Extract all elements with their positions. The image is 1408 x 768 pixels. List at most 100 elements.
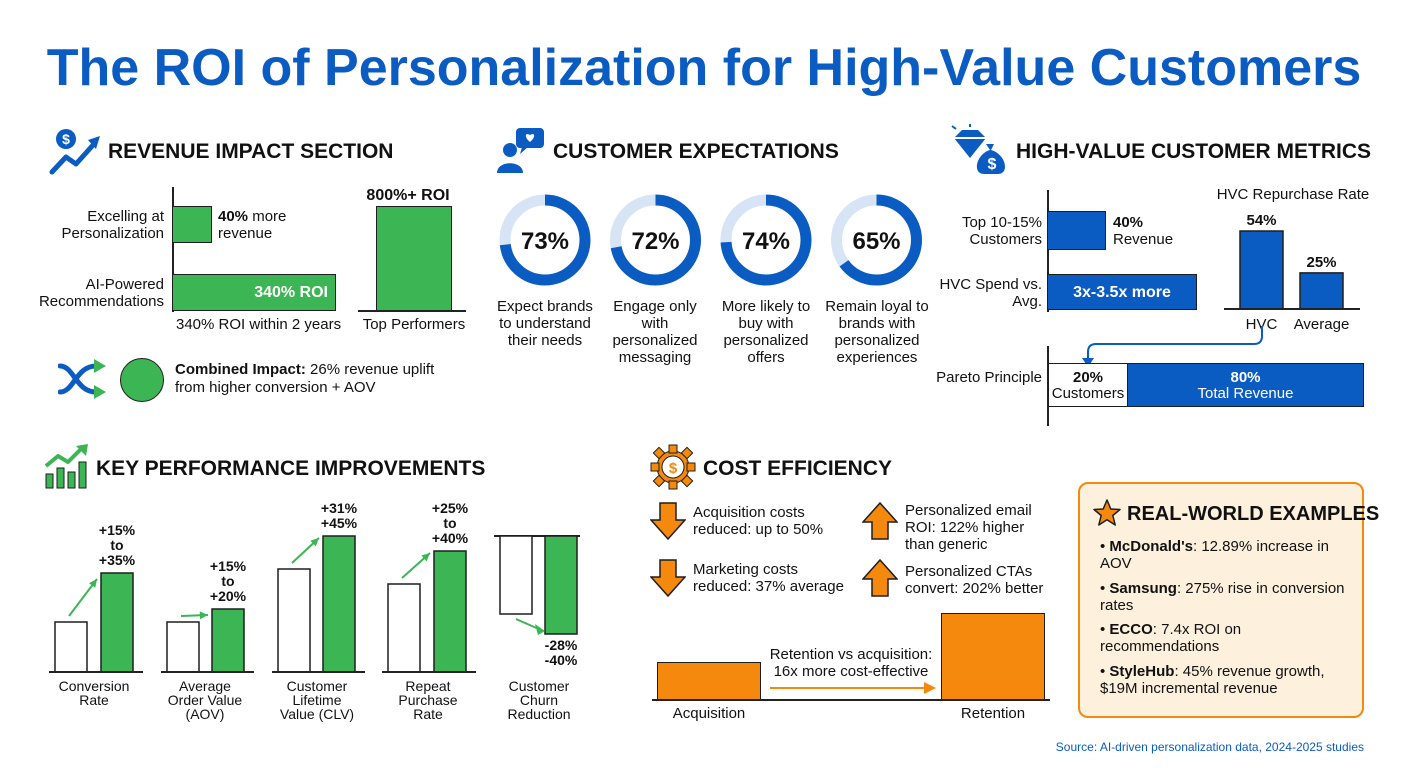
kpi-before-bar (277, 568, 311, 673)
pareto-revenue-text: 80% Total Revenue (1197, 369, 1294, 402)
kpi-change-label: +25% (432, 500, 469, 516)
cost-item-4: Personalized CTAs convert: 202% better (905, 563, 1044, 597)
kpi-change-label: -40% (545, 652, 578, 668)
hvc-axis (1047, 190, 1049, 312)
cost-baseline (652, 699, 1050, 701)
donut-value: 72% (631, 228, 679, 255)
pareto-connector-arrow (1082, 326, 1263, 367)
cost-item-2: Marketing costs reduced: 37% average (693, 561, 844, 595)
kpi-category-label: Customer Lifetime Value (CLV) (280, 678, 354, 722)
revenue-row2-label: AI-Powered Recommendations (38, 276, 164, 310)
expectations-heading: CUSTOMER EXPECTATIONS (553, 140, 839, 163)
kpi-change-label: +15% (99, 522, 136, 538)
hvc-row2-bar (1047, 274, 1197, 310)
kpi-before-bar (166, 621, 200, 673)
kpi-category-label: Conversion Rate (59, 678, 130, 708)
retention-note: Retention vs acquisition: 16x more cost-… (769, 646, 933, 680)
example-item: • Samsung: 275% rise in conversion rates (1100, 580, 1345, 614)
revenue-row1-bar (172, 206, 212, 243)
page-title: The ROI of Personalization for High-Valu… (46, 39, 1362, 97)
kpi-chart: +15%to+35% +15%to+20%+31%+45%+25%to+40%-2… (49, 500, 580, 722)
up-arrow-icon (862, 502, 898, 540)
kpi-change-label: +20% (210, 588, 247, 604)
retention-bar (941, 613, 1045, 700)
expectations-donuts: 73% 72% 74% 65% (486, 190, 936, 380)
kpi-before-bar (54, 621, 88, 673)
kpi-growth-arrowhead (535, 624, 545, 635)
donut-value: 65% (852, 228, 900, 255)
kpi-growth-arrowhead (310, 538, 319, 547)
revenue-row1-label: Excelling at Personalization (61, 208, 164, 242)
hvc-repurchase-chart: 54% HVC 25% Average (1224, 212, 1360, 333)
kpi-before-bar (499, 535, 533, 615)
top-performers-caption: Top Performers (362, 316, 466, 333)
expectation-text-4: Remain loyal to brands with personalized… (825, 298, 929, 366)
expectation-text-2: Engage only with personalized messaging (612, 298, 698, 366)
kpi-before-bar (387, 583, 421, 673)
example-item: • StyleHub: 45% revenue growth, $19M inc… (1100, 663, 1325, 697)
kpi-change-label: +15% (210, 558, 247, 574)
kpi-change-label: to (221, 573, 234, 589)
examples-panel (1078, 482, 1364, 718)
svg-text:$: $ (988, 156, 997, 173)
examples-heading: REAL-WORLD EXAMPLES (1127, 503, 1380, 525)
down-arrow-icon (650, 559, 686, 597)
source-note: Source: AI-driven personalization data, … (1055, 740, 1364, 754)
revenue-row2-bar (172, 274, 336, 311)
hvc-repurchase-title: HVC Repurchase Rate (1216, 186, 1370, 203)
revenue-row2-bar-label: 340% ROI (254, 284, 328, 301)
combined-impact-text: Combined Impact: 26% revenue uplift from… (175, 361, 435, 396)
expectation-text-1: Expect brands to understand their needs (497, 298, 593, 349)
hvc-row2-bar-label: 3x-3.5x more (1073, 284, 1171, 301)
acquisition-bar (657, 662, 761, 700)
acquisition-label: Acquisition (672, 705, 746, 722)
hvc-row1-value: 40% Revenue (1113, 214, 1174, 248)
revenue-heading: REVENUE IMPACT SECTION (108, 140, 394, 163)
expectations-donut-chart: 73% 72% 74% 65% (499, 194, 922, 286)
kpi-after-bar (544, 535, 578, 635)
donut-arc (499, 194, 591, 286)
donut-arc (720, 194, 812, 286)
pareto-customers-text: 20% Customers (1051, 369, 1125, 402)
kpi-change-label: to (110, 537, 123, 553)
donut-arc (610, 194, 701, 286)
kpi-after-bar (211, 608, 245, 673)
revenue-row1-value: 40% more revenue (218, 208, 287, 242)
repurchase-bar (1299, 272, 1344, 310)
up-arrow-icon (862, 559, 898, 597)
kpi-category-label: Average Order Value (AOV) (168, 678, 243, 722)
diamond-money-bag-icon: $ (950, 124, 1012, 176)
gear-dollar-icon: $ (650, 444, 696, 490)
star-icon (1093, 499, 1121, 526)
kpi-change-label: +35% (99, 552, 136, 568)
green-circle-icon (120, 358, 164, 402)
svg-text:$: $ (669, 460, 678, 477)
top-performers-value: 800%+ ROI (366, 187, 450, 204)
top-performers-bar (376, 206, 452, 311)
kpi-after-bar (100, 572, 134, 673)
kpi-change-label: to (443, 515, 456, 531)
down-arrow-icon (650, 502, 686, 540)
kpi-change-label: -28% (545, 637, 578, 653)
repurchase-category: HVC (1246, 316, 1278, 333)
kpi-growth-arrowhead (199, 611, 208, 620)
pareto-customers-segment (1048, 363, 1128, 407)
kpi-after-bar (322, 535, 356, 673)
person-chat-heart-icon (496, 126, 546, 176)
expectation-text-3: More likely to buy with personalized off… (721, 298, 811, 366)
bar-chart-growth-icon (42, 442, 90, 490)
repurchase-value: 25% (1306, 254, 1336, 271)
repurchase-category: Average (1294, 316, 1350, 333)
donut-arc (831, 194, 922, 286)
hvc-row1-label: Top 10-15% Customers (961, 214, 1042, 248)
kpi-after-bar (433, 550, 467, 673)
pareto-revenue-segment (1127, 363, 1364, 407)
kpi-category-label: Customer Churn Reduction (507, 678, 570, 722)
cost-item-1: Acquisition costs reduced: up to 50% (693, 504, 824, 538)
revenue-axis-caption: 340% ROI within 2 years (176, 316, 342, 333)
kpi-category-label: Repeat Purchase Rate (398, 678, 457, 722)
hvc-row1-bar (1047, 211, 1106, 250)
donut-value: 74% (742, 228, 790, 255)
donut-value: 73% (521, 228, 569, 255)
dollar-growth-arrow-icon: $ (48, 126, 104, 176)
